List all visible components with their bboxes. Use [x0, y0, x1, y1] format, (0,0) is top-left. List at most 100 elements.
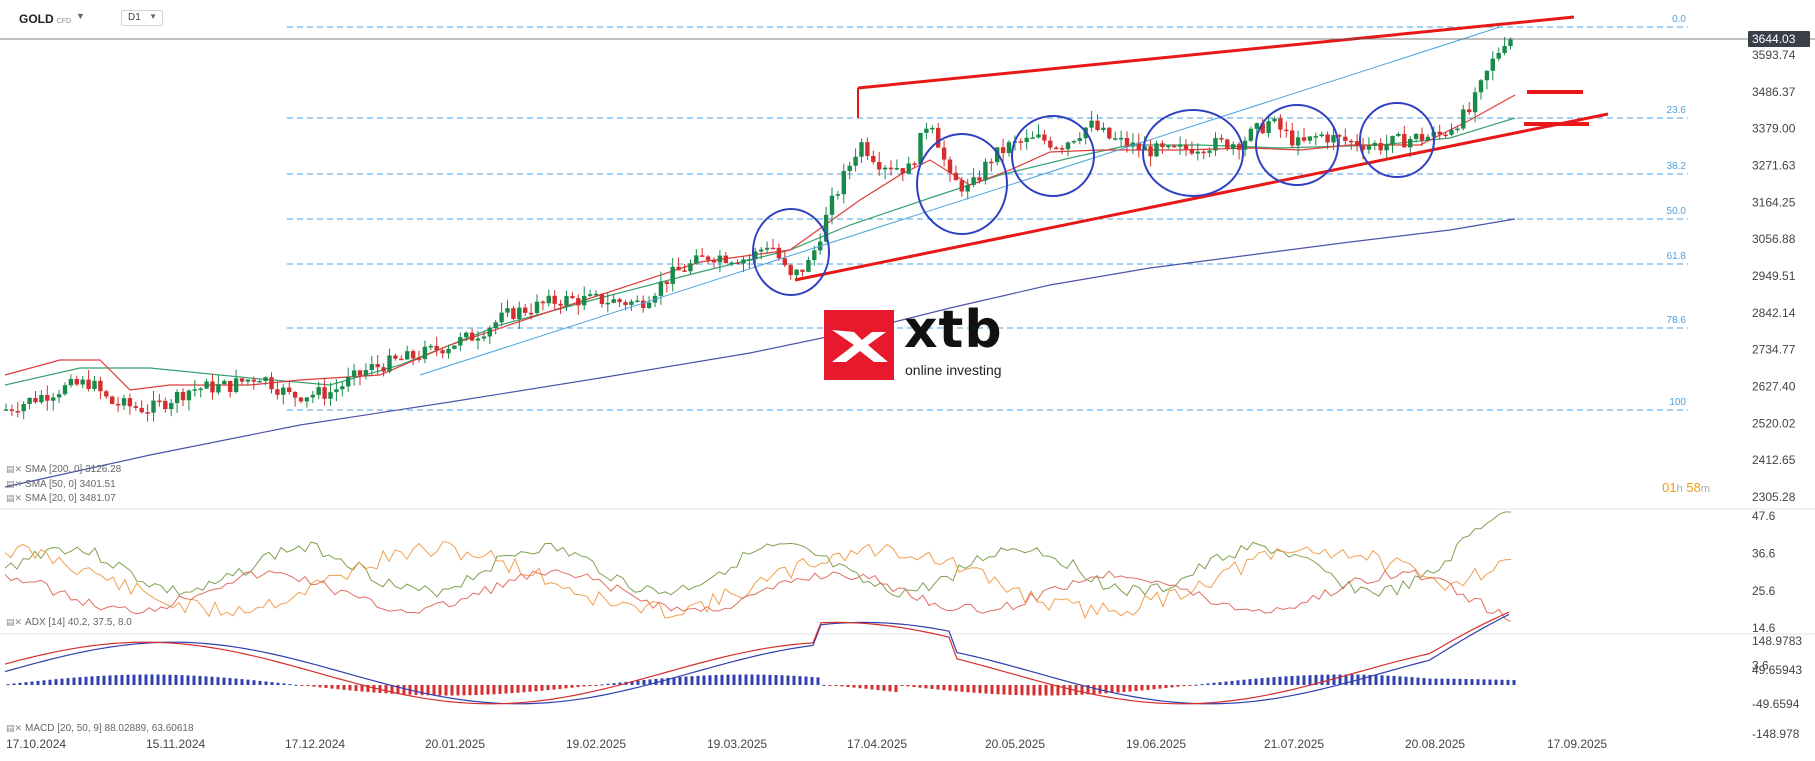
macd-histogram-bar	[1206, 683, 1210, 685]
candle	[1065, 142, 1071, 150]
candle	[1408, 139, 1413, 148]
candle	[1095, 120, 1100, 131]
candle	[1000, 147, 1006, 154]
macd-histogram-bar	[672, 677, 676, 685]
candle	[1225, 139, 1230, 149]
candle	[62, 385, 68, 395]
candle	[723, 255, 728, 263]
macd-histogram-bar	[792, 675, 796, 685]
macd-histogram-bar	[540, 685, 544, 691]
macd-histogram-bar	[1374, 675, 1378, 685]
macd-histogram-bar	[780, 675, 784, 685]
candle	[894, 168, 900, 170]
macd-histogram-bar	[1140, 685, 1144, 691]
macd-histogram-bar	[768, 674, 772, 685]
candle	[1301, 137, 1307, 141]
legend-sma50[interactable]: ▤✕ SMA [50, 0] 3401.51	[6, 479, 116, 490]
macd-histogram-bar	[786, 675, 790, 685]
macd-histogram-bar	[1116, 685, 1120, 693]
candle	[92, 380, 97, 389]
candle	[434, 345, 439, 351]
macd-histogram-bar	[570, 685, 574, 688]
settings-icon[interactable]: ▤✕	[6, 617, 23, 627]
adx-tick-label: 36.6	[1752, 546, 1776, 560]
legend-macd[interactable]: ▤✕ MACD [20, 50, 9] 88.02889, 63.60618	[6, 723, 194, 734]
candle	[357, 370, 363, 376]
legend-sma20[interactable]: ▤✕ SMA [20, 0] 3481.07	[6, 493, 116, 504]
candle	[1325, 134, 1330, 143]
trend-line	[419, 26, 1501, 376]
macd-histogram-bar	[612, 683, 616, 685]
candle	[422, 346, 428, 360]
candle	[1266, 121, 1271, 134]
price-axis[interactable]: 3593.74 3486.37 3379.00 3271.63 3164.25 3056.…	[0, 31, 1815, 635]
macd-histogram-bar	[90, 676, 94, 685]
macd-histogram-bar	[150, 674, 154, 685]
candle	[847, 165, 852, 171]
macd-histogram-bar	[1248, 679, 1252, 685]
macd-histogram-bar	[402, 685, 406, 695]
price-tick-label: 2842.14	[1752, 306, 1796, 320]
drawings	[419, 15, 1609, 376]
macd-histogram-bar	[738, 674, 742, 685]
macd-tick-label: -148.978	[1752, 727, 1800, 741]
macd-histogram-bar	[816, 677, 820, 685]
macd-histogram-bar	[1158, 685, 1162, 689]
highlight-circle	[752, 208, 830, 296]
fib-level-label: 0.0	[1672, 14, 1686, 25]
settings-icon[interactable]: ▤✕	[6, 723, 23, 733]
price-tick-label: 3271.63	[1752, 158, 1796, 172]
chevron-down-icon: ▼	[149, 12, 157, 21]
macd-histogram-bar	[1224, 681, 1228, 685]
macd-histogram-bar	[654, 678, 658, 685]
macd-histogram-bar	[348, 685, 352, 691]
legend-sma200[interactable]: ▤✕ SMA [200, 0] 3126.28	[6, 464, 121, 475]
candle	[1242, 140, 1248, 150]
xtb-logo-name: xtb	[904, 300, 1003, 360]
time-tick-label: 17.09.2025	[1547, 737, 1607, 751]
symbol-selector[interactable]: GOLD CFD	[19, 12, 71, 26]
candle	[304, 397, 310, 402]
candle	[1443, 134, 1448, 137]
candle	[9, 409, 15, 411]
candle	[1089, 120, 1094, 128]
xtb-logo-tagline: online investing	[905, 362, 1002, 378]
legend-adx[interactable]: ▤✕ ADX [14] 40.2, 37.5, 8.0	[6, 617, 132, 628]
candle	[428, 345, 433, 348]
candle	[416, 358, 422, 360]
candle	[86, 379, 91, 389]
candle	[458, 337, 463, 346]
candle	[664, 281, 669, 284]
chevron-down-icon[interactable]: ▼	[76, 11, 85, 21]
macd-histogram-bar	[1086, 685, 1090, 695]
settings-icon[interactable]: ▤✕	[6, 464, 23, 474]
candle	[239, 378, 245, 382]
settings-icon[interactable]: ▤✕	[6, 479, 23, 489]
candle	[558, 303, 563, 306]
macd-histogram-bar	[1200, 684, 1204, 686]
macd-histogram-bar	[324, 685, 328, 689]
candle	[546, 295, 551, 304]
candle	[1455, 128, 1460, 131]
candle	[180, 391, 186, 401]
time-tick-label: 19.03.2025	[707, 737, 767, 751]
time-axis[interactable]: 17.10.2024 15.11.2024 17.12.2024 20.01.2025…	[6, 737, 1607, 751]
candle	[316, 387, 321, 395]
candle	[440, 350, 445, 354]
settings-icon[interactable]: ▤✕	[6, 493, 23, 503]
price-tick-label: 3164.25	[1752, 195, 1796, 209]
candle	[1331, 135, 1336, 143]
candle	[1360, 146, 1366, 150]
candle	[1219, 137, 1224, 140]
candle	[157, 400, 162, 403]
highlight-circle	[1011, 115, 1095, 197]
macd-tick-label: -49.6594	[1752, 697, 1800, 711]
macd-histogram-bar	[30, 681, 34, 685]
macd-histogram-bar	[222, 677, 226, 685]
candle	[1166, 145, 1171, 148]
sma200-line	[4, 218, 1516, 488]
candle	[381, 367, 386, 372]
timeframe-select[interactable]: D1 ▼	[121, 10, 163, 26]
candle	[717, 255, 723, 263]
